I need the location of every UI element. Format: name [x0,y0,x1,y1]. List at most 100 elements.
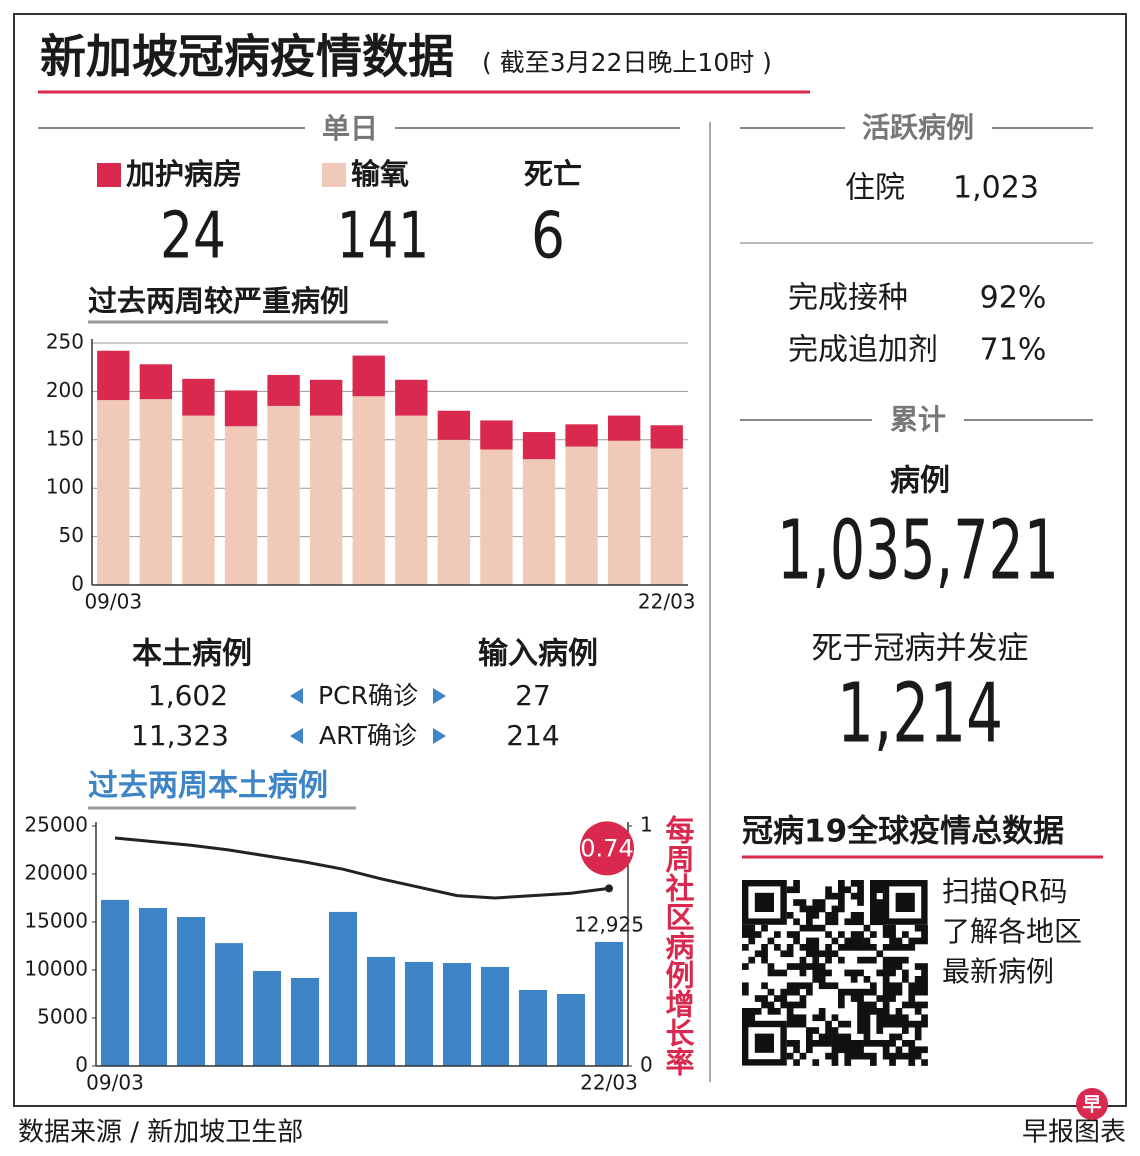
qr-module [921,1020,928,1028]
qr-module [895,1020,903,1028]
qr-finder [742,880,787,925]
y-tick-label: 200 [46,378,84,402]
qr-module [767,937,775,945]
qr-module [857,931,864,938]
bar [97,400,130,585]
qr-module [882,982,890,990]
qr-module [806,963,813,970]
qr-module [838,905,845,913]
qr-module [831,982,839,990]
x-tick-label: 22/03 [580,1071,638,1095]
qr-module [786,1001,794,1009]
qr-module [793,880,800,887]
qr-module [812,1014,820,1022]
qr-module [870,1059,877,1066]
qr-module [844,1033,852,1041]
qr-module [806,937,813,945]
qr-module [806,905,813,913]
qr-module [876,905,884,913]
qr-module [742,963,749,970]
qr-module [767,1008,775,1015]
stat-label: 病例 [890,464,950,499]
qr-module [793,937,800,945]
qr-module [825,931,832,938]
qr-module [799,1001,807,1009]
qr-module [870,1001,877,1009]
x-tick-label: 09/03 [84,590,142,614]
frame [13,13,1127,1107]
qr-module [857,995,864,1002]
qr-module [818,1033,826,1041]
logo-text: 早 [1082,1094,1101,1116]
qr-module [774,995,781,1002]
qr-module [799,1020,807,1028]
stat-label: 死于冠病并发症 [812,631,1029,667]
qr-module [902,956,909,964]
qr-module [895,963,903,970]
qr-module [742,924,749,932]
qr-module [818,976,826,983]
qr-module [889,988,896,996]
qr-module [857,1014,864,1022]
arrow [433,688,446,704]
qr-module [882,969,890,977]
qr-module [761,950,768,958]
qr-module [825,912,832,919]
qr-module [882,1001,890,1009]
qr-module [825,1052,832,1060]
qr-module [793,963,800,970]
qr-module [857,1027,864,1034]
qr-module [774,1008,781,1015]
qr-module [767,963,775,970]
table-cell: ART确诊 [319,721,417,750]
qr-module [850,995,858,1002]
qr-module [786,1052,794,1060]
bar [650,425,683,449]
table-header: 输入病例 [478,637,598,672]
qr-module [831,1059,839,1066]
qr-module [818,905,826,913]
qr-module [838,988,845,996]
bar [290,977,320,1066]
bar [522,459,556,585]
qr-module [889,1014,896,1022]
qr-module [857,1046,864,1054]
qr-module [799,905,807,913]
qr-module [825,892,832,900]
legend-swatch [322,163,346,187]
qr-module [754,995,762,1002]
qr-module [914,1008,922,1015]
qr-module [889,969,896,977]
bar [556,994,586,1066]
qr-module [799,1052,807,1060]
qr-module [761,982,768,990]
qr-module [812,899,820,906]
qr-module [825,1020,832,1028]
qr-module [818,1040,826,1047]
bar [267,374,300,406]
qr-module [806,988,813,996]
qr-module [799,944,807,951]
big-number: 24 [160,200,226,274]
qr-module [838,931,845,938]
bar [139,364,173,400]
qr-module [870,1008,877,1015]
qr-module [754,1008,762,1015]
qr-module [793,931,800,938]
qr-module [921,963,928,970]
qr-module [812,956,820,964]
big-number: 6 [531,200,565,274]
qr-module [786,1008,794,1015]
qr-module [767,1001,775,1009]
qr-module [882,1014,890,1022]
qr-module [818,899,826,906]
qr-module [742,988,749,996]
qr-module [921,1059,928,1066]
qr-module [889,963,896,970]
qr-module [895,1046,903,1054]
bar [352,396,385,585]
bar [437,410,471,440]
qr-module [863,976,871,983]
bar [437,439,471,585]
